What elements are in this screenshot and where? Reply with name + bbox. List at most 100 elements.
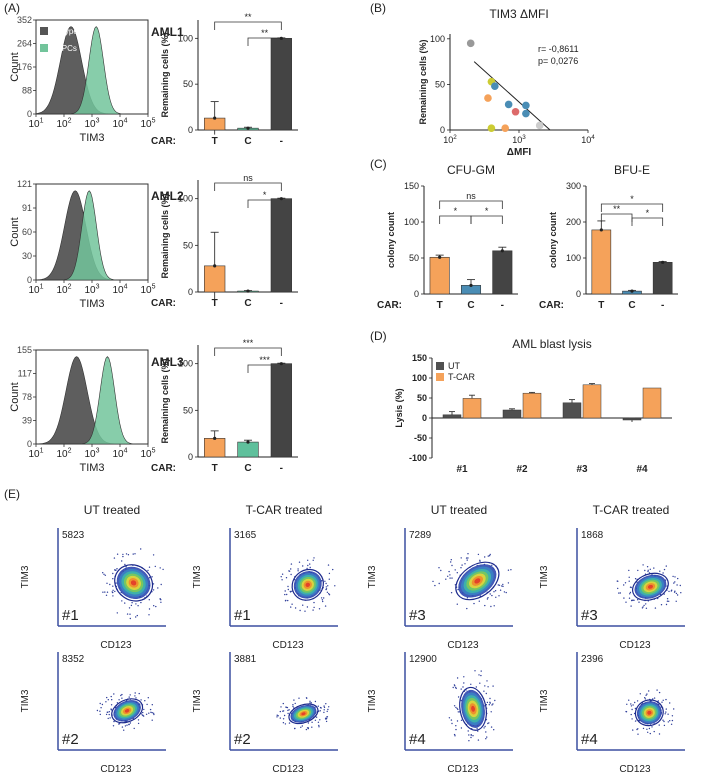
- flow-event: [107, 699, 110, 701]
- panel-label-c: (C): [370, 157, 387, 171]
- category-label: T: [212, 463, 218, 474]
- flow-event: [285, 706, 287, 709]
- flow-event: [116, 702, 119, 704]
- flow-event: [307, 727, 309, 730]
- y-tick-label: 100: [404, 217, 419, 227]
- flow-event: [128, 723, 130, 726]
- flow-event: [126, 613, 129, 615]
- flow-event: [676, 584, 678, 586]
- ut-bar: [562, 402, 582, 419]
- y-tick-label: -50: [414, 433, 427, 443]
- flow-event: [149, 708, 152, 711]
- histogram-title: AML2: [151, 189, 184, 203]
- flow-event: [284, 590, 286, 592]
- flow-event: [115, 582, 117, 584]
- flow-event: [628, 580, 630, 582]
- flow-event: [327, 708, 329, 711]
- flow-event: [493, 591, 495, 593]
- flow-event: [652, 698, 654, 700]
- flow-event: [151, 704, 153, 706]
- flow-event: [148, 566, 151, 568]
- flow-event: [438, 567, 440, 569]
- flow-event: [328, 593, 330, 595]
- y-axis-title: Count: [9, 382, 21, 411]
- y-axis-title: Remaining cells (%): [160, 193, 170, 278]
- data-point: [279, 36, 283, 40]
- flow-event: [287, 599, 289, 602]
- legend-lspc-label: LSPCs: [52, 44, 77, 53]
- y-tick-label: 264: [17, 39, 32, 49]
- flow-event: [123, 729, 125, 731]
- flow-event: [453, 684, 456, 686]
- flow-event: [645, 694, 647, 696]
- flow-event: [101, 703, 104, 706]
- significance-bracket: [600, 213, 633, 222]
- flow-event: [644, 569, 646, 572]
- density-contour: [634, 699, 664, 727]
- category-label: -: [501, 300, 504, 311]
- category-label: C: [467, 300, 474, 311]
- flow-event: [449, 574, 451, 576]
- flow-event: [287, 588, 289, 591]
- data-point: [279, 362, 283, 366]
- flow-event: [99, 713, 102, 716]
- flow-event: [319, 706, 322, 709]
- flow-event: [323, 711, 325, 714]
- flow-event: [140, 548, 142, 550]
- flow-event: [145, 713, 148, 715]
- flow-event: [148, 599, 150, 601]
- y-axis-title: TIM3: [367, 689, 378, 712]
- flow-event: [493, 605, 495, 607]
- y-tick-label: 176: [17, 62, 32, 72]
- y-axis-title: Remaining cells (%): [418, 39, 428, 124]
- car-label: CAR:: [151, 136, 176, 147]
- y-tick-label: 0: [27, 275, 32, 285]
- flow-event: [280, 576, 282, 578]
- flow-event: [677, 577, 679, 580]
- flow-event: [288, 722, 291, 724]
- flow-event: [148, 712, 150, 714]
- flow-event: [643, 604, 645, 607]
- flow-event: [131, 602, 133, 604]
- flow-event: [668, 600, 670, 602]
- flow-event: [281, 573, 284, 575]
- flow-event: [646, 728, 648, 730]
- flow-event: [450, 559, 452, 561]
- flow-event: [129, 617, 131, 620]
- flow-event: [470, 734, 472, 736]
- flow-event: [284, 723, 287, 725]
- flow-event: [460, 567, 462, 569]
- bar: [204, 117, 226, 131]
- flow-event: [668, 590, 670, 593]
- flow-event: [281, 579, 283, 581]
- flow-event: [447, 575, 449, 577]
- flow-event: [279, 710, 281, 713]
- flow-event: [128, 607, 131, 609]
- flow-event: [656, 689, 658, 691]
- significance-label: **: [244, 12, 252, 22]
- flow-event: [440, 569, 442, 572]
- flow-event: [468, 740, 470, 742]
- flow-event: [309, 702, 311, 704]
- flow-event: [143, 708, 145, 711]
- flow-event: [466, 597, 469, 599]
- flow-event: [113, 557, 116, 559]
- flow-event: [151, 576, 153, 578]
- density-contour: [459, 686, 487, 731]
- density-contour: [288, 703, 319, 725]
- y-tick-label: 0: [440, 125, 445, 135]
- flow-event: [494, 590, 497, 592]
- y-tick-label: 50: [409, 253, 419, 263]
- flow-event: [455, 728, 457, 731]
- y-axis-title: Lysis (%): [394, 388, 404, 427]
- flow-event: [137, 722, 140, 725]
- flow-event: [490, 726, 493, 728]
- flow-event: [641, 607, 644, 609]
- flow-event: [483, 727, 485, 729]
- flow-event: [617, 587, 619, 590]
- flow-event: [445, 578, 447, 580]
- flow-event: [299, 609, 301, 612]
- legend-isotype-label: Isotype ctrl: [52, 27, 91, 36]
- flow-event: [327, 564, 330, 566]
- flow-event: [651, 726, 653, 728]
